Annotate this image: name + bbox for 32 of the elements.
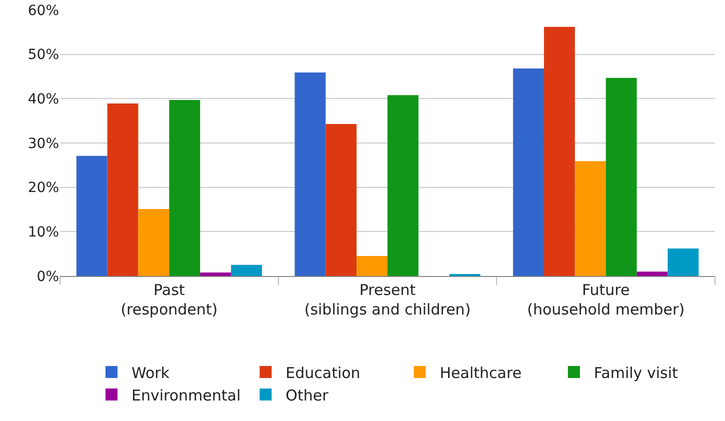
bar [138, 209, 170, 276]
y-tick-label: 30% [28, 136, 59, 152]
y-tick-label: 10% [28, 224, 59, 241]
y-tick-label: 50% [28, 47, 59, 64]
y-tick-label: 20% [28, 180, 59, 196]
bar [294, 72, 326, 276]
bar [326, 124, 357, 276]
legend-label: Other [286, 386, 330, 404]
x-tick-label: Future (household member) [527, 281, 685, 318]
x-tick-label: Present (siblings and children) [304, 281, 471, 318]
bar [668, 248, 699, 276]
bar [574, 161, 606, 276]
bar [544, 26, 575, 276]
bar [356, 256, 388, 276]
bar [200, 272, 232, 276]
y-tick-label: 60% [28, 2, 59, 19]
bar [169, 100, 200, 276]
bar [107, 104, 138, 276]
bar [606, 78, 637, 276]
bar [636, 272, 668, 276]
y-tick-label: 0% [36, 268, 59, 285]
bar [513, 68, 544, 276]
legend-label: Healthcare [440, 364, 522, 382]
bar [231, 264, 262, 276]
y-tick-label: 40% [28, 92, 59, 108]
bar [388, 95, 418, 276]
x-tick-label: Past (respondent) [120, 281, 218, 318]
legend-label: Environmental [132, 386, 241, 404]
legend-label: Work [132, 364, 170, 382]
legend-label: Family visit [594, 364, 678, 382]
legend-label: Education [286, 364, 360, 382]
bar [76, 156, 108, 276]
